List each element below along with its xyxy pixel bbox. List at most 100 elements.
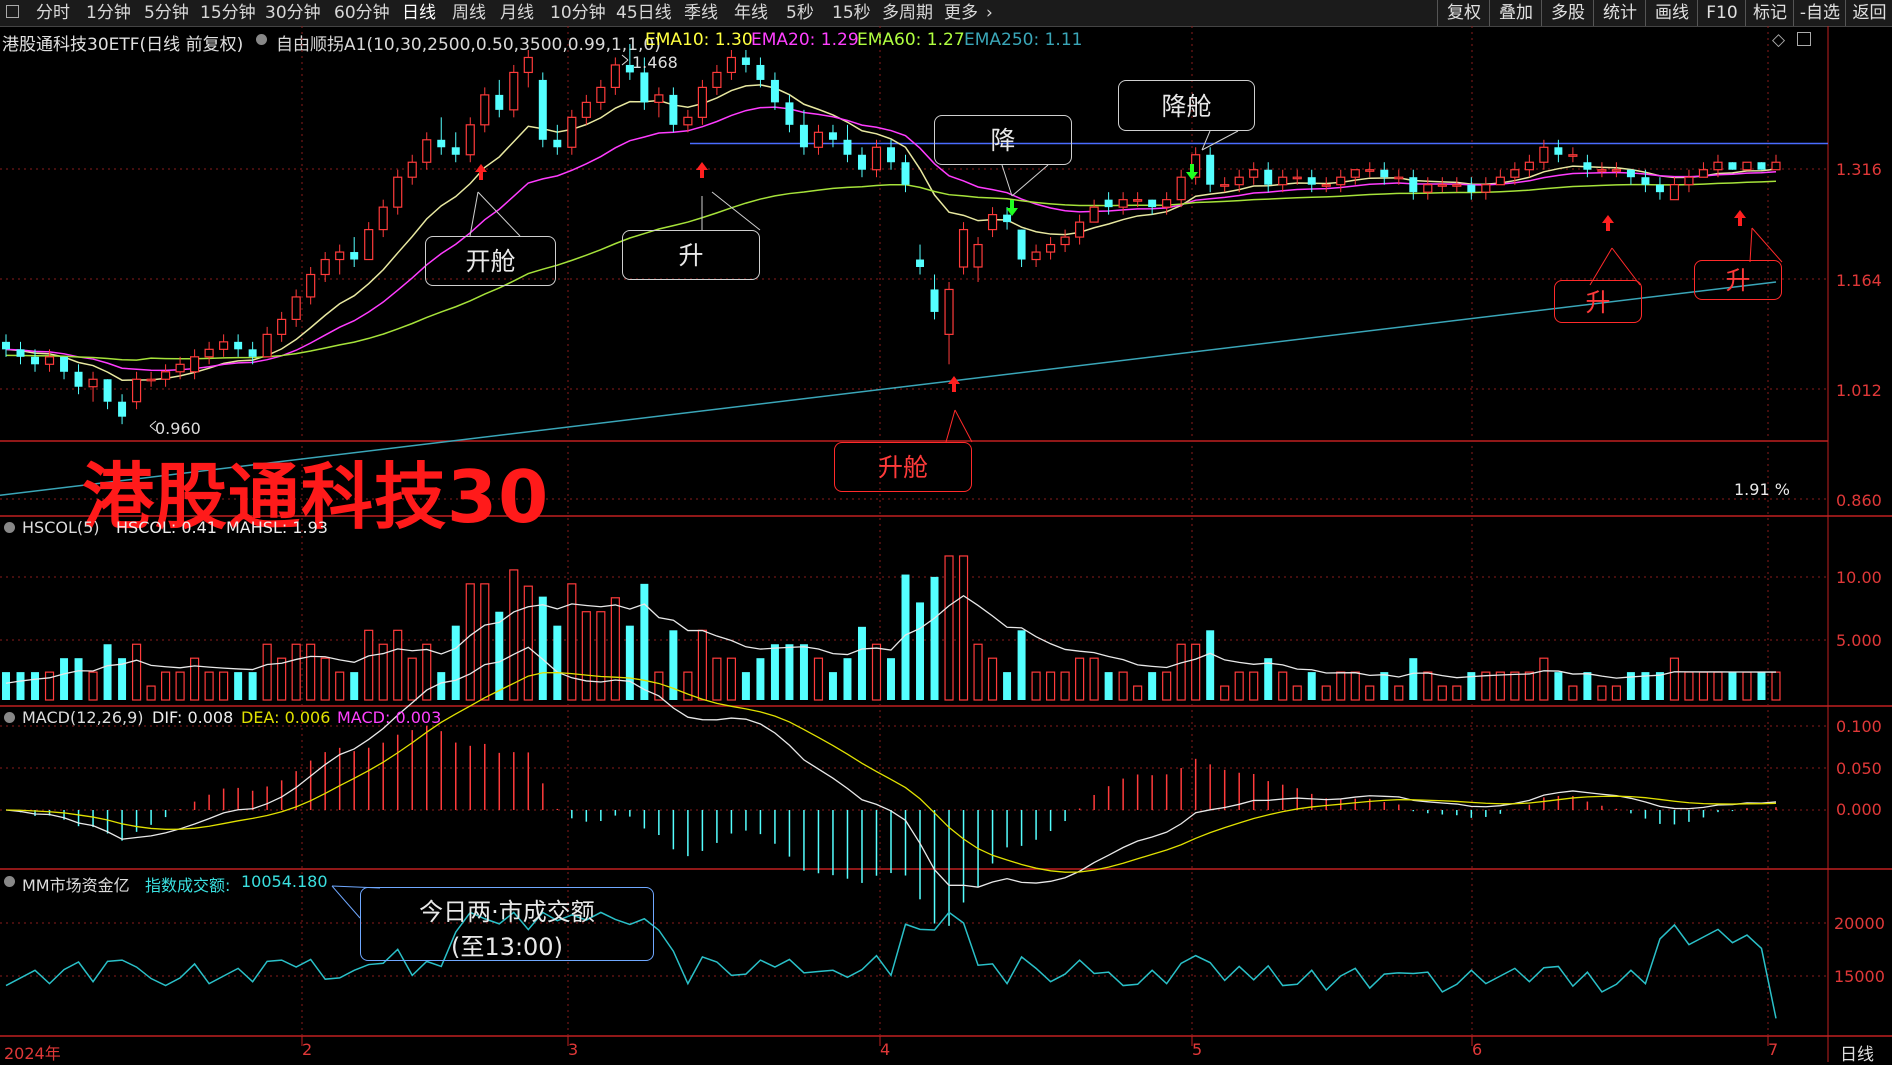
volume-bar: [44, 671, 55, 701]
volume-bar: [857, 626, 866, 700]
volume-bar: [1264, 658, 1273, 700]
menu-square-icon[interactable]: [6, 5, 19, 18]
volume-bar: [1626, 672, 1635, 700]
candle-body: [1350, 169, 1360, 178]
macd-dot-icon[interactable]: [4, 712, 15, 723]
ema250-line: [0, 281, 1777, 497]
candle-body: [190, 356, 200, 373]
volume-bar: [1655, 672, 1664, 700]
volume-bar: [1495, 671, 1505, 701]
candle-body: [1510, 169, 1520, 178]
mm-dot-icon[interactable]: [4, 876, 15, 887]
candle-body: [204, 348, 214, 358]
volume-bar: [509, 569, 519, 701]
up-arrow-icon: [475, 164, 487, 180]
macd-dif: DIF: 0.008: [152, 708, 234, 727]
volume-bar: [131, 643, 142, 701]
volume-bar: [1046, 671, 1056, 701]
tab-5[interactable]: 60分钟: [334, 3, 390, 23]
toolbar-button-8[interactable]: 返回: [1845, 0, 1892, 26]
candle-body: [697, 86, 707, 118]
volume-bar: [350, 672, 359, 700]
chevron-right-icon[interactable]: ›: [986, 3, 993, 23]
volume-bar: [1771, 671, 1781, 701]
tab-14[interactable]: 15秒: [832, 3, 871, 23]
tab-0[interactable]: 分时: [36, 3, 70, 23]
callout-pointer: [1749, 227, 1753, 263]
tab-16[interactable]: 更多: [944, 3, 978, 23]
candle-body: [669, 94, 678, 125]
tab-2[interactable]: 5分钟: [144, 3, 189, 23]
candle-body: [871, 146, 882, 171]
volume-bar: [1394, 685, 1404, 701]
diamond-icon[interactable]: ◇: [1772, 30, 1786, 50]
tab-12[interactable]: 年线: [734, 3, 768, 23]
candle-body: [31, 356, 40, 365]
candle-body: [944, 288, 954, 335]
tab-7[interactable]: 周线: [452, 3, 486, 23]
tab-1[interactable]: 1分钟: [86, 3, 131, 23]
toolbar-button-1[interactable]: 叠加: [1489, 0, 1542, 26]
tab-3[interactable]: 15分钟: [200, 3, 256, 23]
candle-body: [1409, 177, 1418, 193]
tab-11[interactable]: 季线: [684, 3, 718, 23]
candle-body: [1278, 176, 1288, 186]
toolbar-button-3[interactable]: 统计: [1593, 0, 1646, 26]
volume-bar: [1336, 671, 1346, 701]
candle-body: [1742, 161, 1752, 171]
volume-bar: [726, 657, 736, 701]
hscol-dot-icon[interactable]: [4, 522, 15, 533]
candle-body: [60, 356, 69, 372]
toolbar-button-6[interactable]: 标记: [1745, 0, 1794, 26]
volume-bar: [190, 657, 200, 701]
tab-10[interactable]: 45日线: [616, 3, 672, 23]
candle-body: [785, 102, 794, 125]
candle-body: [175, 363, 185, 373]
callout-pointer: [1201, 130, 1211, 151]
candle-body: [987, 214, 998, 231]
volume-bar: [887, 658, 895, 700]
volume-bar: [828, 672, 837, 700]
candle-body: [538, 79, 547, 140]
tab-13[interactable]: 5秒: [786, 3, 814, 23]
toolbar-button-2[interactable]: 多股: [1541, 0, 1594, 26]
volume-bar: [16, 672, 25, 700]
volume-bar: [669, 630, 678, 700]
candle-body: [161, 371, 171, 380]
candle-body: [1176, 176, 1186, 201]
ema60-value: EMA60: 1.27: [857, 30, 965, 50]
tab-6[interactable]: 日线: [402, 3, 436, 23]
candle-body: [1307, 177, 1316, 185]
toolbar-button-4[interactable]: 画线: [1645, 0, 1698, 26]
volume-bar: [640, 583, 649, 700]
volume-bar: [654, 671, 664, 701]
tab-9[interactable]: 10分钟: [550, 3, 606, 23]
candle-body: [1133, 199, 1143, 202]
volume-bar: [1321, 685, 1331, 701]
toolbar-button-7[interactable]: -自选: [1793, 0, 1846, 26]
volume-bar: [480, 583, 490, 701]
volume-bar: [799, 644, 808, 700]
volume-bar: [1234, 671, 1244, 701]
volume-bar: [1104, 672, 1113, 700]
x-axis-label: 4: [880, 1040, 891, 1059]
volume-bar: [1641, 672, 1650, 700]
toolbar-button-0[interactable]: 复权: [1437, 0, 1490, 26]
tab-4[interactable]: 30分钟: [265, 3, 321, 23]
candle-body: [1626, 169, 1635, 178]
toolbar-button-5[interactable]: F10: [1697, 0, 1746, 26]
volume-bar: [1554, 672, 1563, 700]
indicator-dot-icon[interactable]: [256, 34, 267, 45]
ema20-value: EMA20: 1.29: [751, 30, 859, 50]
tab-15[interactable]: 多周期: [882, 3, 933, 23]
window-icon[interactable]: [1797, 32, 1811, 46]
macd-dea-line: [5, 671, 1777, 873]
candle-body: [1264, 169, 1273, 185]
candle-body: [1118, 199, 1128, 208]
candle-body: [378, 206, 388, 231]
tab-8[interactable]: 月线: [500, 3, 534, 23]
volume-bar: [1539, 657, 1549, 701]
volume-bar: [103, 644, 112, 700]
sub-tick-label: 20000: [1834, 914, 1885, 933]
volume-bar: [2, 672, 10, 700]
